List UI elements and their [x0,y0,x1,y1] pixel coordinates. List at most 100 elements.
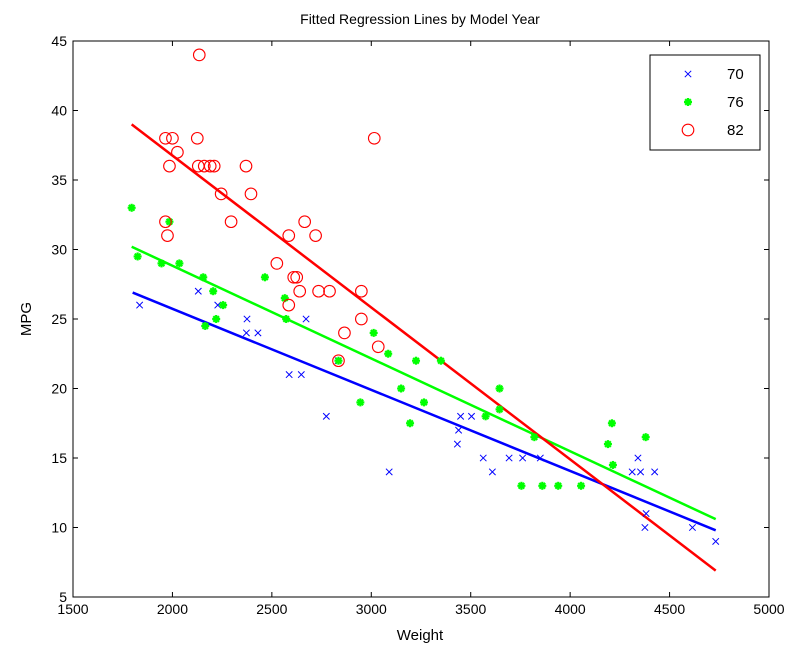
point-82 [161,229,174,242]
point-82 [309,229,322,242]
marker-stroke [297,371,305,379]
point-70 [641,523,649,532]
marker-stroke [453,440,461,448]
point-76 [577,481,586,490]
marker-stroke [281,294,289,302]
point-70 [455,426,463,434]
point-70 [628,468,636,476]
point-70 [479,454,487,462]
point-76 [369,328,378,337]
point-76 [603,440,612,449]
point-82 [332,354,345,368]
marker-stroke [261,273,269,281]
point-70 [385,468,393,476]
point-70 [642,510,650,518]
marker-stroke [356,398,364,407]
point-70 [536,454,544,462]
marker-stroke [209,287,217,295]
marker-stroke [642,433,650,441]
y-tick-label: 30 [51,242,67,258]
marker-stroke [554,482,562,490]
axes: 1500 2000 2500 3000 3500 4000 4500 5000 5 10 15 20 2… [51,33,784,617]
marker-stroke [285,371,293,379]
point-70 [242,329,250,337]
point-76 [406,419,415,428]
marker-stroke [608,419,616,427]
point-70 [467,412,476,420]
point-70 [519,454,527,462]
point-76 [495,384,504,393]
point-76 [554,481,563,490]
marker-stroke [157,259,166,268]
marker-stroke [457,412,465,420]
marker-stroke [385,468,393,476]
marker-stroke [334,357,343,365]
marker-stroke [479,454,487,462]
point-76 [607,419,616,428]
x-tick-label: 4000 [555,601,586,617]
point-82 [354,284,368,298]
marker-stroke [194,287,202,295]
marker-stroke [609,461,617,469]
point-82 [214,187,228,201]
point-76 [175,259,184,268]
point-82 [282,229,296,242]
point-76 [495,405,504,414]
point-76 [199,273,208,282]
marker-stroke [282,315,290,323]
point-76 [260,273,269,282]
point-76 [436,356,445,365]
x-tick-label: 1500 [57,601,88,617]
y-tick-label: 20 [51,381,67,397]
point-76 [334,356,343,365]
legend-label-82: 82 [727,122,744,139]
point-76 [481,412,490,421]
marker-stroke [455,426,463,434]
point-70 [457,412,465,420]
point-82 [159,215,172,229]
point-76 [212,315,221,323]
point-76 [608,460,617,469]
x-axis-title: Weight [397,627,444,644]
marker-stroke [495,405,504,413]
marker-stroke [488,468,496,476]
point-82 [224,215,238,229]
point-82 [367,131,381,145]
x-tick-label: 2500 [256,601,287,617]
point-82 [207,159,221,173]
marker-stroke [412,357,420,365]
point-76 [397,384,406,393]
point-82 [166,131,179,145]
point-82 [270,257,284,270]
point-76 [127,203,136,212]
point-70 [453,440,461,448]
point-76 [201,321,210,330]
y-tick-label: 15 [51,450,67,466]
point-70 [136,301,144,309]
point-82 [287,270,301,284]
marker-stroke [536,454,544,462]
legend-marker-82 [681,123,695,137]
x-tick-label: 2000 [157,601,188,617]
y-tick-label: 45 [51,33,67,49]
point-82 [192,48,206,62]
point-70 [297,371,305,379]
marker-stroke [302,315,310,323]
point-82 [282,298,296,312]
point-76 [219,301,228,310]
legend-label-70: 70 [727,66,744,83]
point-82 [244,187,258,201]
marker-stroke [406,419,414,427]
marker-stroke [641,523,649,532]
marker-stroke [175,259,184,268]
marker-stroke [370,329,378,337]
marker-stroke [577,482,585,490]
marker-stroke [420,398,428,407]
point-70 [505,454,513,462]
legend: 70 76 82 [649,54,761,151]
point-70 [712,537,720,545]
marker-stroke [384,350,392,358]
marker-stroke [128,204,136,212]
marker-stroke [467,412,476,420]
